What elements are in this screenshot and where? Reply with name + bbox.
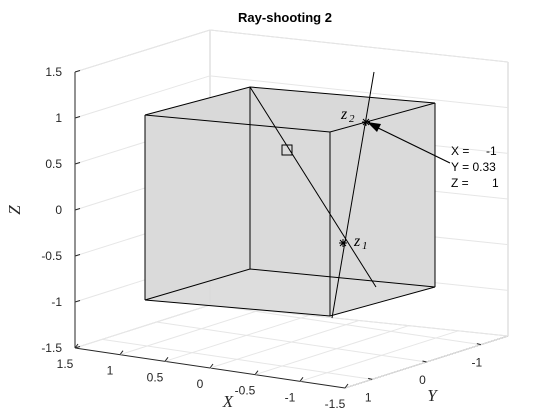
x-tick-label: 0.5 — [147, 370, 164, 384]
datatip-line-3: Z = 1 — [451, 176, 499, 190]
x-tick-label: 1 — [107, 364, 114, 378]
z-tick-mark — [74, 208, 81, 211]
datatip[interactable]: X = -1 Y = 0.33 Z = 1 — [367, 122, 499, 190]
x-grid-line — [254, 325, 409, 376]
x-tick-mark — [254, 370, 259, 375]
x-grid-line — [299, 330, 459, 382]
label-z2-sub: 2 — [349, 113, 355, 125]
x-axis-ticks: 1.5 1 0.5 0 -0.5 -1 -1.5 — [57, 343, 349, 411]
y-grid-line — [210, 304, 481, 346]
y-grid-line — [102, 338, 373, 380]
y-tick-label: 1 — [365, 390, 372, 404]
z-grid-line — [74, 29, 509, 73]
label-z1-sub: 1 — [362, 240, 368, 252]
unit-cube — [144, 86, 436, 317]
z-tick-mark — [74, 162, 81, 165]
x-grid-line — [209, 320, 360, 369]
square-marker — [281, 144, 293, 156]
rays — [249, 71, 377, 319]
z-tick-label: -1 — [51, 295, 62, 309]
x-tick-mark — [209, 363, 214, 369]
z-tick-mark — [74, 300, 81, 303]
z-tick-mark — [74, 346, 81, 349]
datatip-arrowhead — [367, 122, 381, 132]
datatip-line-2: Y = 0.33 — [451, 160, 496, 174]
z-tick-label: 0.5 — [45, 157, 62, 171]
y-tick-mark — [422, 360, 427, 363]
datatip-line-1: X = -1 — [451, 144, 497, 158]
y-tick-label: 0 — [419, 373, 426, 387]
ray-1 — [249, 86, 377, 288]
z-axis-ticks: 1.5 1 0.5 0 -0.5 -1 -1.5 — [41, 65, 81, 355]
label-z2: z 2 — [340, 106, 355, 125]
y-tick-label: -1 — [471, 356, 482, 370]
x-grid-line — [164, 314, 310, 362]
z-tick-mark — [74, 70, 81, 73]
label-z1-main: z — [353, 233, 361, 250]
datatip-arrow — [371, 124, 451, 164]
y-tick-mark — [476, 343, 481, 346]
x-tick-label: -0.5 — [235, 384, 256, 398]
x-tick-mark — [164, 357, 169, 362]
x-grid-line — [119, 309, 260, 356]
z-tick-label: -0.5 — [41, 249, 62, 263]
z-tick-mark — [74, 254, 81, 257]
x-tick-mark — [344, 383, 349, 389]
x-tick-mark — [299, 377, 304, 382]
z-tick-label: 1.5 — [45, 65, 62, 79]
chart-title: Ray-shooting 2 — [238, 10, 332, 25]
x-tick-label: 0 — [197, 377, 204, 391]
x-tick-label: -1.5 — [325, 397, 346, 411]
z-grid-line — [74, 75, 509, 119]
y-axis-ticks: 1 0 -1 — [365, 343, 482, 404]
z-tick-label: 0 — [55, 203, 62, 217]
star-marker-z1 — [339, 239, 347, 247]
x-axis-label: X — [222, 392, 234, 411]
z-tick-label: 1 — [55, 111, 62, 125]
z-axis-label: Z — [5, 205, 24, 215]
label-z1: z 1 — [353, 233, 368, 252]
y-axis-label: Y — [427, 386, 438, 405]
star-marker-z2 — [362, 118, 370, 126]
markers — [281, 118, 370, 247]
label-z2-main: z — [340, 106, 348, 123]
x-tick-mark — [74, 343, 79, 349]
y-grid-line — [156, 321, 427, 363]
z-tick-label: -1.5 — [41, 341, 62, 355]
z-tick-mark — [74, 116, 81, 119]
x-tick-label: -1 — [285, 390, 296, 404]
ray-2 — [331, 71, 375, 319]
y-tick-mark — [368, 377, 373, 380]
x-grid-line — [74, 304, 211, 349]
x-tick-label: 1.5 — [57, 357, 74, 371]
x-tick-mark — [119, 350, 124, 355]
